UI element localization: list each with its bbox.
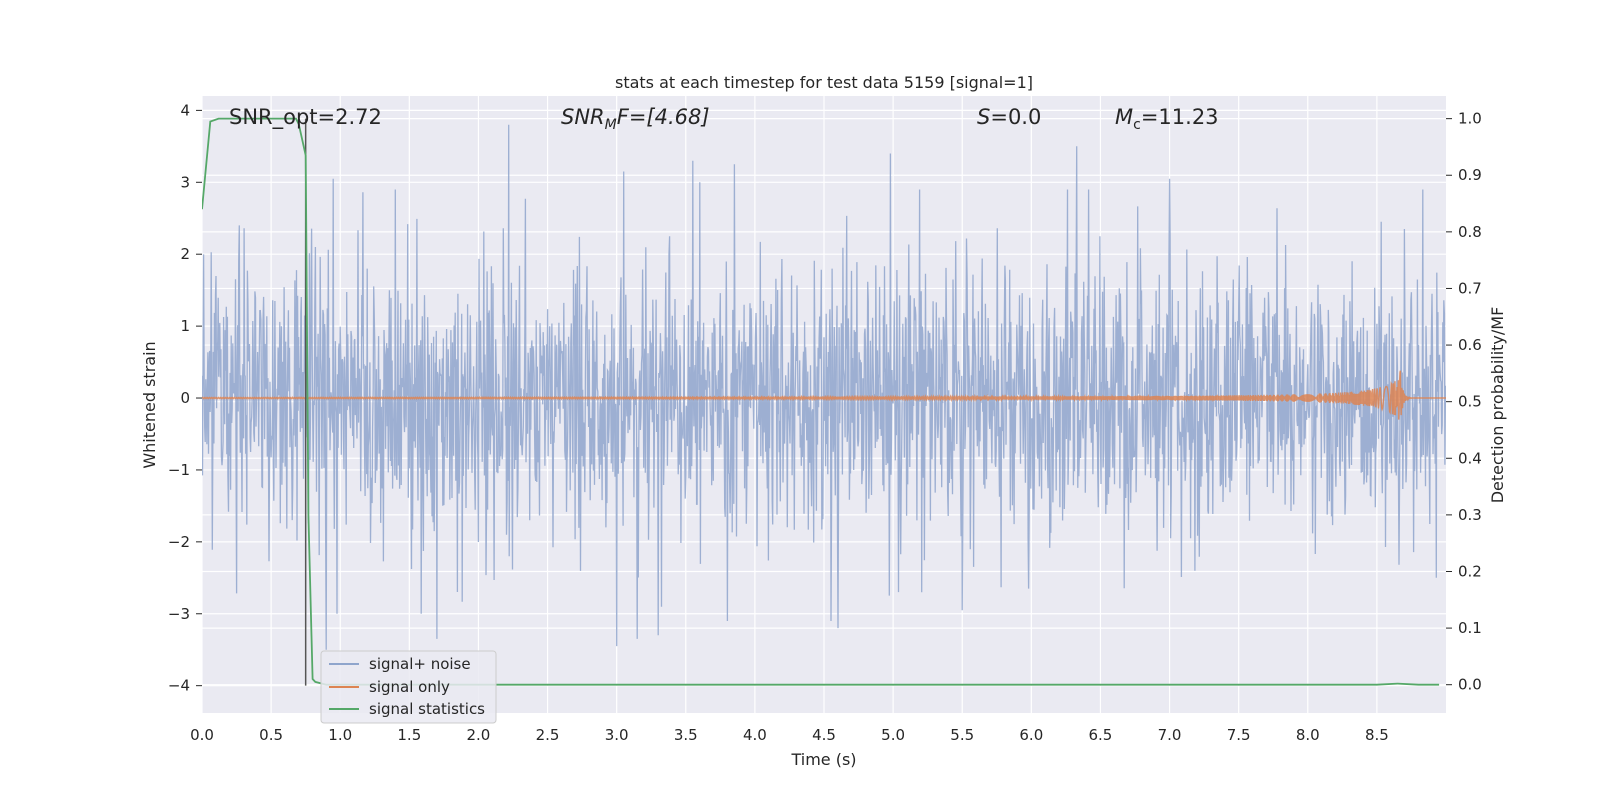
y-left-tick-label: 4: [180, 101, 190, 119]
legend-label-signal-noise: signal+ noise: [369, 655, 471, 673]
y-left-tick-label: 2: [180, 245, 190, 263]
x-tick-label: 1.5: [397, 726, 421, 744]
x-axis-label: Time (s): [790, 750, 856, 769]
x-tick-label: 6.0: [1019, 726, 1043, 744]
legend-label-signal-only: signal only: [369, 678, 450, 696]
y-right-tick-label: 0.9: [1458, 166, 1482, 184]
y-right-tick-label: 0.0: [1458, 676, 1482, 694]
y-left-axis-label: Whitened strain: [140, 341, 159, 468]
y-right-tick-label: 0.1: [1458, 619, 1482, 637]
y-left-axis-ticks: −4 −3 −2 −1 0 1 2 3 4: [168, 101, 202, 695]
y-left-tick-label: −4: [168, 677, 190, 695]
series-signal-only-line: [202, 370, 1446, 420]
y-left-tick-label: −2: [168, 533, 190, 551]
y-right-tick-label: 0.7: [1458, 279, 1482, 297]
x-tick-label: 5.5: [950, 726, 974, 744]
x-tick-label: 2.5: [536, 726, 560, 744]
x-tick-label: 0.5: [259, 726, 283, 744]
y-right-tick-label: 0.8: [1458, 223, 1482, 241]
x-tick-label: 2.0: [467, 726, 491, 744]
y-right-tick-label: 1.0: [1458, 110, 1482, 128]
legend: signal+ noise signal only signal statist…: [320, 650, 497, 724]
y-left-tick-label: 0: [180, 389, 190, 407]
series-layer: [202, 117, 1446, 686]
annotation-snr-opt: SNR_opt=2.72: [229, 105, 382, 130]
y-right-tick-label: 0.2: [1458, 562, 1482, 580]
legend-box: [320, 650, 497, 724]
y-left-tick-label: 1: [180, 317, 190, 335]
x-tick-label: 8.0: [1296, 726, 1320, 744]
annotation-snr-mf: SNRMF=[4.68]: [561, 105, 710, 133]
x-tick-label: 0.0: [190, 726, 214, 744]
x-tick-label: 3.0: [605, 726, 629, 744]
series-signal-noise-line: [202, 124, 1446, 650]
x-tick-label: 5.0: [881, 726, 905, 744]
x-tick-label: 8.5: [1365, 726, 1389, 744]
y-right-tick-label: 0.5: [1458, 393, 1482, 411]
y-right-tick-label: 0.4: [1458, 449, 1482, 467]
x-axis-ticks: 0.0 0.5 1.0 1.5 2.0 2.5 3.0 3.5 4.0 4.5 5.0 5.5 6.0 6…: [190, 726, 1389, 744]
y-right-tick-label: 0.3: [1458, 506, 1482, 524]
legend-label-signal-statistics: signal statistics: [369, 700, 485, 718]
y-left-tick-label: −1: [168, 461, 190, 479]
y-right-axis-ticks: 0.0 0.1 0.2 0.3 0.4 0.5 0.6 0.7 0.8 0.9 1.0: [1446, 110, 1482, 694]
x-tick-label: 7.5: [1227, 726, 1251, 744]
x-tick-label: 3.5: [674, 726, 698, 744]
annotation-s: S=0.0: [977, 105, 1041, 129]
y-right-tick-label: 0.6: [1458, 336, 1482, 354]
y-left-tick-label: −3: [168, 605, 190, 623]
x-tick-label: 6.5: [1089, 726, 1113, 744]
y-left-tick-label: 3: [180, 173, 190, 191]
x-tick-label: 1.0: [328, 726, 352, 744]
x-tick-label: 7.0: [1158, 726, 1182, 744]
y-right-axis-label: Detection probability/MF: [1488, 307, 1507, 504]
x-tick-label: 4.0: [743, 726, 767, 744]
chart-title: stats at each timestep for test data 515…: [615, 73, 1033, 92]
series-signal-statistics-line: [202, 117, 1440, 686]
annotation-mc: Mc=11.23: [1115, 105, 1219, 133]
x-tick-label: 4.5: [812, 726, 836, 744]
